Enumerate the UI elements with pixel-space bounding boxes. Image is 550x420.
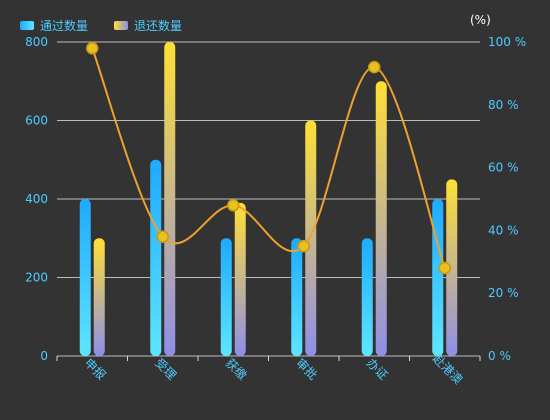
bar-series2 (446, 179, 458, 356)
rate-point (297, 239, 310, 253)
bar-series2 (164, 42, 176, 356)
category-label: 审批 (293, 355, 321, 383)
rate-point (156, 230, 169, 243)
left-tick-label: 800 (25, 35, 48, 49)
bar-series1 (432, 199, 444, 356)
bar-series2 (234, 202, 246, 356)
rate-point (438, 261, 451, 275)
right-tick-label: 60 % (488, 161, 519, 175)
legend-item-series1[interactable]: 通过数量 (20, 17, 88, 34)
left-tick-label: 200 (25, 271, 48, 285)
bar-series1 (291, 238, 303, 356)
right-tick-label: 40 % (488, 223, 519, 237)
category-label: 赴港澳 (430, 351, 465, 386)
left-tick-label: 400 (25, 192, 48, 206)
bar-series1 (150, 159, 162, 356)
legend-label-series1: 通过数量 (40, 19, 89, 33)
bar-series2 (305, 120, 317, 356)
category-label: 办证 (364, 355, 392, 383)
bar-series2 (93, 238, 105, 356)
rate-point (227, 199, 240, 212)
right-tick-label: 0 % (488, 349, 511, 363)
bar-series1 (220, 238, 232, 356)
rate-point (368, 60, 381, 74)
right-tick-label: 80 % (488, 98, 519, 112)
bar-series1 (79, 199, 91, 356)
legend-item-series2[interactable]: 退还数量 (114, 17, 182, 34)
right-axis-unit: (%) (470, 13, 491, 27)
legend-swatch-series2 (114, 21, 129, 30)
right-tick-label: 20 % (488, 286, 519, 300)
category-label: 申报 (82, 355, 110, 383)
legend: 通过数量 退还数量 (20, 17, 182, 34)
left-tick-label: 600 (25, 114, 48, 128)
legend-swatch-series1 (20, 21, 34, 30)
bar-series2 (375, 81, 387, 356)
bar-series1 (361, 238, 373, 356)
right-tick-label: 100 % (488, 35, 526, 49)
left-tick-label: 0 (40, 349, 48, 363)
rate-point (86, 42, 99, 55)
legend-label-series2: 退还数量 (134, 19, 183, 33)
rate-line (91, 47, 446, 269)
category-label: 获缴 (223, 355, 251, 383)
category-label: 受理 (152, 356, 179, 383)
